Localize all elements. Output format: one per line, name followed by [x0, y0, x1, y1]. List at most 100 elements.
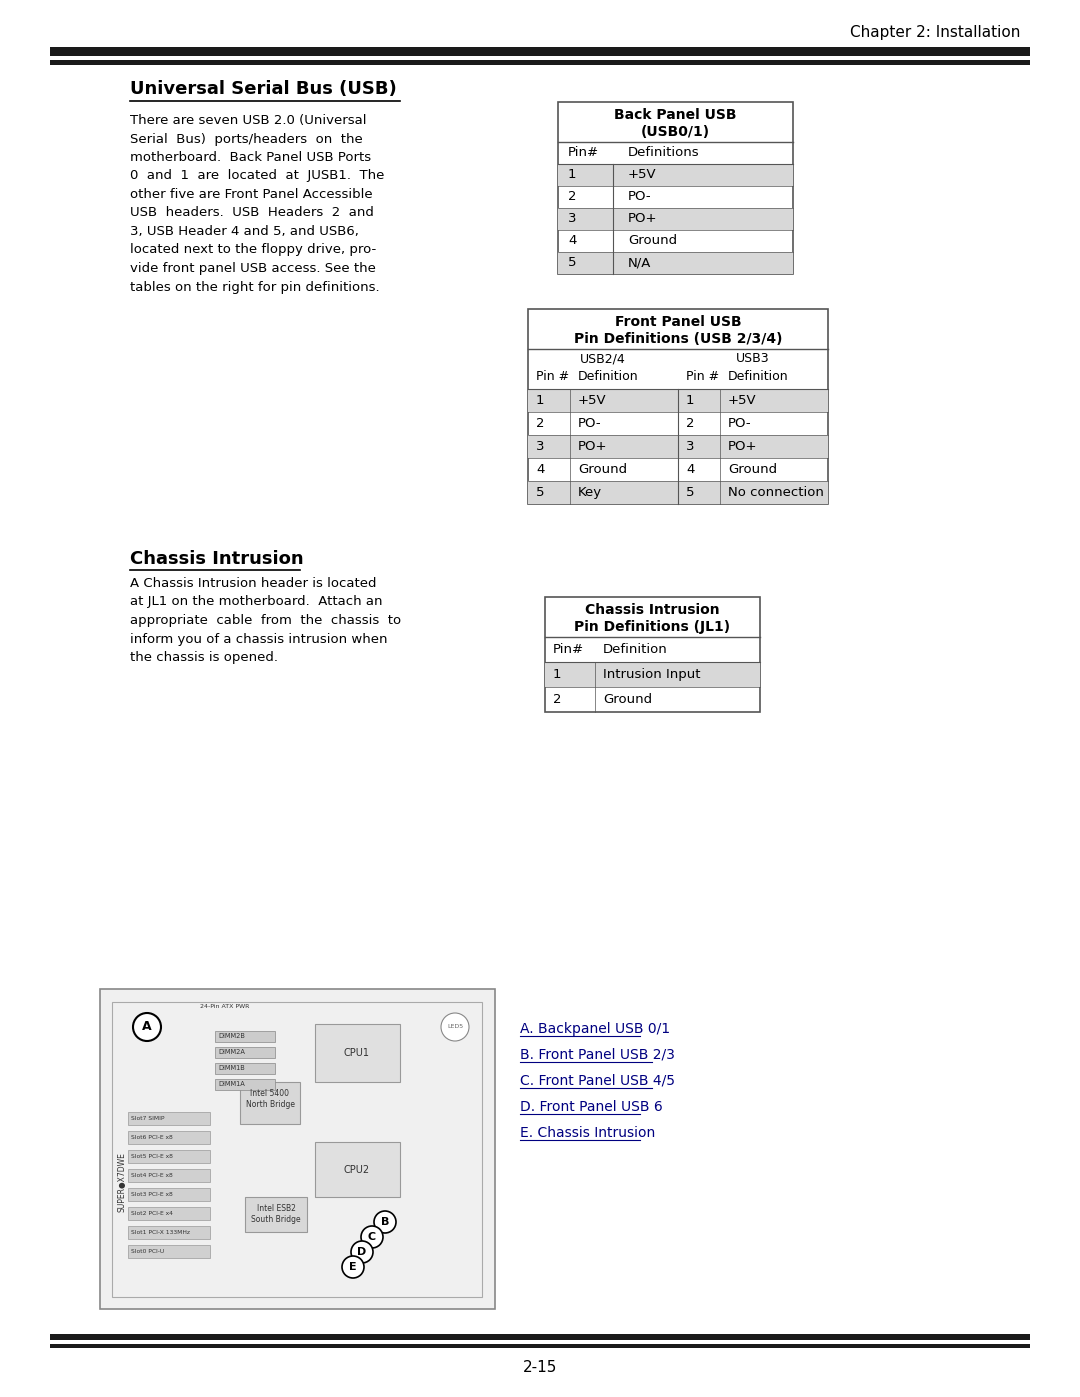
Text: 5: 5: [568, 257, 577, 270]
Text: 1: 1: [536, 394, 544, 407]
Text: Slot4 PCI-E x8: Slot4 PCI-E x8: [131, 1173, 173, 1178]
Text: 3, USB Header 4 and 5, and USB6,: 3, USB Header 4 and 5, and USB6,: [130, 225, 359, 237]
Text: 1: 1: [686, 394, 694, 407]
Text: 4: 4: [686, 462, 694, 476]
Text: vide front panel USB access. See the: vide front panel USB access. See the: [130, 263, 376, 275]
Bar: [215, 1046, 275, 1058]
Bar: [129, 1245, 210, 1259]
Bar: [558, 102, 793, 274]
Text: LED5: LED5: [447, 1024, 463, 1030]
Bar: [129, 1187, 210, 1201]
Text: PO+: PO+: [728, 440, 757, 453]
Text: B: B: [381, 1217, 389, 1227]
Text: C. Front Panel USB 4/5: C. Front Panel USB 4/5: [519, 1074, 675, 1088]
Text: SUPER●X7DWE: SUPER●X7DWE: [118, 1153, 127, 1213]
Text: No connection: No connection: [728, 486, 824, 499]
Bar: [129, 1150, 210, 1162]
Text: DIMM1B: DIMM1B: [218, 1066, 245, 1071]
Text: located next to the floppy drive, pro-: located next to the floppy drive, pro-: [130, 243, 376, 257]
Text: Slot3 PCI-E x8: Slot3 PCI-E x8: [131, 1192, 173, 1197]
Bar: [545, 597, 760, 712]
Text: E: E: [349, 1261, 356, 1273]
Text: inform you of a chassis intrusion when: inform you of a chassis intrusion when: [130, 633, 388, 645]
Text: E. Chassis Intrusion: E. Chassis Intrusion: [519, 1126, 656, 1140]
Bar: [100, 989, 495, 1309]
Text: 1: 1: [568, 169, 577, 182]
Bar: [528, 434, 828, 458]
Text: motherboard.  Back Panel USB Ports: motherboard. Back Panel USB Ports: [130, 151, 372, 163]
Text: N/A: N/A: [627, 257, 651, 270]
Text: Slot0 PCI-U: Slot0 PCI-U: [131, 1249, 164, 1255]
Text: PO+: PO+: [627, 212, 658, 225]
Text: 3: 3: [568, 212, 577, 225]
Text: DIMM2A: DIMM2A: [218, 1049, 245, 1056]
Text: other five are Front Panel Accessible: other five are Front Panel Accessible: [130, 189, 373, 201]
Text: 3: 3: [536, 440, 544, 453]
Text: 4: 4: [568, 235, 577, 247]
Text: 24-Pin ATX PWR: 24-Pin ATX PWR: [200, 1004, 249, 1010]
Text: 4: 4: [536, 462, 544, 476]
Circle shape: [351, 1241, 373, 1263]
Text: Front Panel USB: Front Panel USB: [615, 314, 741, 330]
Text: Pin#: Pin#: [568, 147, 599, 159]
Text: USB2/4: USB2/4: [580, 352, 626, 366]
Bar: [50, 47, 1030, 56]
Bar: [558, 208, 793, 231]
Bar: [215, 1031, 275, 1042]
Text: +5V: +5V: [627, 169, 657, 182]
Text: Chassis Intrusion: Chassis Intrusion: [585, 604, 719, 617]
Bar: [558, 163, 793, 186]
Text: DIMM1A: DIMM1A: [218, 1081, 245, 1087]
Text: 1: 1: [553, 668, 562, 680]
Bar: [50, 1344, 1030, 1348]
Bar: [528, 481, 828, 504]
Text: the chassis is opened.: the chassis is opened.: [130, 651, 278, 664]
Text: Slot1 PCI-X 133MHz: Slot1 PCI-X 133MHz: [131, 1229, 190, 1235]
Bar: [129, 1227, 210, 1239]
Text: 2: 2: [686, 416, 694, 430]
Text: Ground: Ground: [578, 462, 627, 476]
Text: There are seven USB 2.0 (Universal: There are seven USB 2.0 (Universal: [130, 115, 366, 127]
Text: Slot2 PCI-E x4: Slot2 PCI-E x4: [131, 1211, 173, 1215]
Bar: [558, 251, 793, 274]
Text: Back Panel USB: Back Panel USB: [615, 108, 737, 122]
Text: appropriate  cable  from  the  chassis  to: appropriate cable from the chassis to: [130, 615, 401, 627]
Text: 3: 3: [686, 440, 694, 453]
Text: 2-15: 2-15: [523, 1359, 557, 1375]
Bar: [129, 1169, 210, 1182]
Bar: [215, 1063, 275, 1074]
Text: DIMM2B: DIMM2B: [218, 1034, 245, 1039]
Text: USB  headers.  USB  Headers  2  and: USB headers. USB Headers 2 and: [130, 207, 374, 219]
Text: Intel ESB2
South Bridge: Intel ESB2 South Bridge: [252, 1204, 301, 1224]
Text: Slot6 PCI-E x8: Slot6 PCI-E x8: [131, 1134, 173, 1140]
Bar: [245, 1197, 307, 1232]
Text: 5: 5: [686, 486, 694, 499]
Text: Chapter 2: Installation: Chapter 2: Installation: [850, 25, 1020, 39]
Text: (USB0/1): (USB0/1): [640, 124, 710, 138]
Text: PO+: PO+: [578, 440, 607, 453]
Text: Slot7 SIMIP: Slot7 SIMIP: [131, 1116, 164, 1120]
Bar: [240, 1083, 300, 1125]
Text: Ground: Ground: [728, 462, 778, 476]
Text: CPU1: CPU1: [345, 1048, 370, 1058]
Text: C: C: [368, 1232, 376, 1242]
Bar: [315, 1024, 400, 1083]
Bar: [545, 662, 760, 687]
Text: 2: 2: [553, 693, 562, 705]
Text: USB3: USB3: [737, 352, 770, 366]
Text: Pin Definitions (JL1): Pin Definitions (JL1): [575, 620, 730, 634]
Bar: [112, 1002, 482, 1296]
Text: A Chassis Intrusion header is located: A Chassis Intrusion header is located: [130, 577, 377, 590]
Text: Key: Key: [578, 486, 603, 499]
Circle shape: [342, 1256, 364, 1278]
Text: PO-: PO-: [627, 190, 651, 204]
Text: 2: 2: [536, 416, 544, 430]
Text: Serial  Bus)  ports/headers  on  the: Serial Bus) ports/headers on the: [130, 133, 363, 145]
Text: +5V: +5V: [728, 394, 757, 407]
Text: Pin Definitions (USB 2/3/4): Pin Definitions (USB 2/3/4): [573, 332, 782, 346]
Text: Ground: Ground: [603, 693, 652, 705]
Text: Definition: Definition: [603, 643, 667, 657]
Text: Slot5 PCI-E x8: Slot5 PCI-E x8: [131, 1154, 173, 1160]
Bar: [528, 388, 828, 412]
Text: 5: 5: [536, 486, 544, 499]
